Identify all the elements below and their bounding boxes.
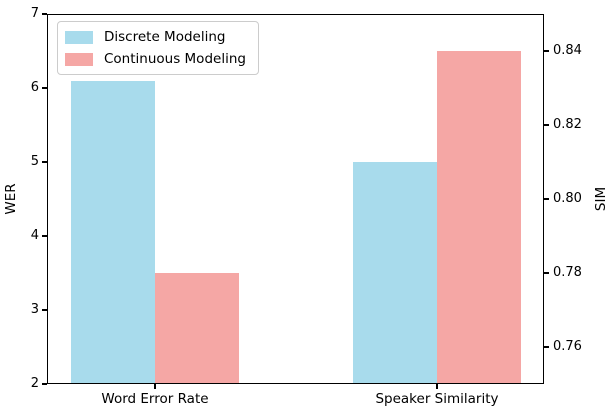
left-axis-title: WER — [3, 183, 19, 215]
right-axis-title: SIM — [593, 186, 609, 212]
legend-swatch — [65, 30, 93, 44]
bar-discrete-modeling-2 — [352, 162, 437, 384]
left-tick-label: 5 — [30, 154, 39, 169]
legend-swatch — [65, 52, 93, 66]
bar-continuous-modeling-1 — [154, 273, 239, 384]
x-tick-label: Word Error Rate — [101, 391, 209, 407]
left-tick-label: 6 — [30, 80, 39, 95]
left-tick-label: 7 — [30, 6, 39, 21]
bar-continuous-modeling-2 — [436, 51, 521, 384]
left-tick-label: 3 — [30, 302, 39, 317]
legend-label: Continuous Modeling — [104, 51, 246, 67]
right-tick — [544, 272, 549, 274]
left-tick — [42, 309, 47, 311]
left-tick — [42, 235, 47, 237]
right-tick — [544, 198, 549, 200]
bar-discrete-modeling-1 — [70, 80, 155, 384]
right-tick — [544, 346, 549, 348]
x-tick — [436, 384, 438, 389]
x-tick-label: Speaker Similarity — [375, 391, 499, 407]
left-tick — [42, 383, 47, 385]
left-tick-label: 2 — [30, 376, 39, 391]
right-tick-label: 0.80 — [553, 191, 582, 206]
left-tick — [42, 161, 47, 163]
legend-label: Discrete Modeling — [104, 29, 226, 45]
right-tick — [544, 124, 549, 126]
legend-item: Discrete Modeling — [65, 29, 246, 45]
legend: Discrete Modeling Continuous Modeling — [57, 21, 259, 75]
left-tick — [42, 13, 47, 15]
right-tick-label: 0.76 — [553, 339, 582, 354]
legend-item: Continuous Modeling — [65, 51, 246, 67]
x-tick — [154, 384, 156, 389]
left-tick-label: 4 — [30, 228, 39, 243]
right-tick-label: 0.82 — [553, 117, 582, 132]
right-tick — [544, 50, 549, 52]
left-tick — [42, 87, 47, 89]
right-tick-label: 0.84 — [553, 43, 582, 58]
right-tick-label: 0.78 — [553, 265, 582, 280]
